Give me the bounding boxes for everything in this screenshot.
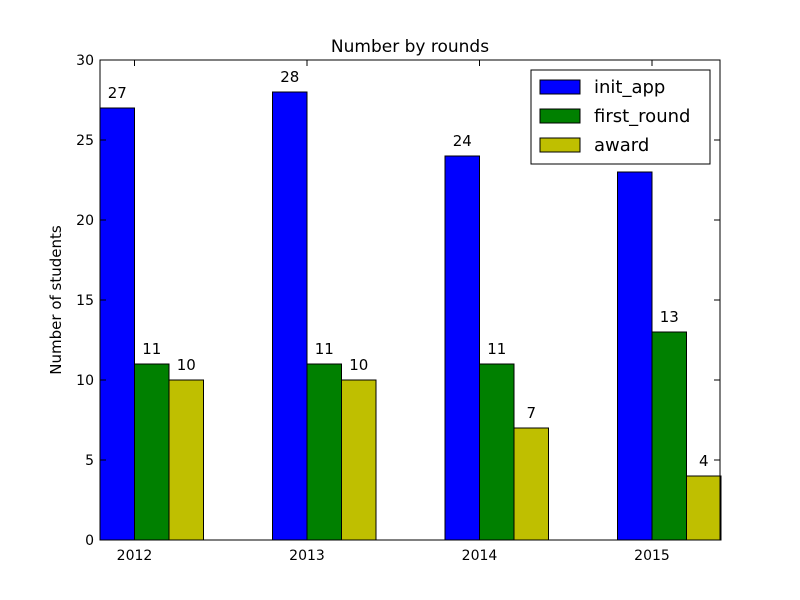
y-tick-label: 5 <box>85 453 94 469</box>
legend-label-first_round: first_round <box>594 106 690 127</box>
y-tick-label: 20 <box>76 213 94 229</box>
bar-init_app-2014 <box>444 155 480 541</box>
chart-title: Number by rounds <box>331 37 489 57</box>
x-tick-label-2014: 2014 <box>462 548 498 564</box>
legend-swatch-init_app <box>539 79 581 95</box>
bar-award-2012 <box>168 379 204 541</box>
data-label-first_round-2014: 11 <box>487 340 506 358</box>
y-tick-label: 25 <box>76 133 94 149</box>
data-label-init_app-2014: 24 <box>453 132 472 150</box>
bar-first_round-2014 <box>479 363 515 541</box>
x-tick-label-2012: 2012 <box>117 548 153 564</box>
bar-init_app-2012 <box>99 107 135 541</box>
bar-award-2015 <box>686 475 722 541</box>
data-label-first_round-2012: 11 <box>142 340 161 358</box>
x-tick-label-2015: 2015 <box>634 548 670 564</box>
legend-swatch-first_round <box>539 108 581 124</box>
legend-swatch-award <box>539 137 581 153</box>
bar-first_round-2012 <box>134 363 170 541</box>
y-tick-label: 15 <box>76 293 94 309</box>
legend-label-init_app: init_app <box>594 77 665 98</box>
y-tick-label: 30 <box>76 53 94 69</box>
bar-first_round-2013 <box>306 363 342 541</box>
y-tick-label: 0 <box>85 533 94 549</box>
data-labels-group: 27 28 24 11 11 11 13 10 10 7 4 <box>108 68 709 470</box>
bar-init_app-2013 <box>272 91 308 541</box>
legend-label-award: award <box>594 135 649 156</box>
y-axis-ticks: 0 5 10 15 20 25 30 <box>76 53 720 549</box>
bars-group <box>99 91 722 541</box>
x-tick-label-2013: 2013 <box>289 548 325 564</box>
x-axis-ticks: 2012 2013 2014 2015 <box>117 60 670 564</box>
y-axis-label: Number of students <box>47 225 65 375</box>
bar-first_round-2015 <box>651 331 687 541</box>
bar-award-2014 <box>513 427 549 541</box>
data-label-award-2014: 7 <box>526 404 536 422</box>
data-label-first_round-2015: 13 <box>660 308 679 326</box>
data-label-award-2015: 4 <box>699 452 709 470</box>
data-label-init_app-2012: 27 <box>108 84 127 102</box>
bar-award-2013 <box>341 379 377 541</box>
bar-init_app-2015 <box>617 171 653 541</box>
data-label-init_app-2013: 28 <box>280 68 299 86</box>
data-label-award-2013: 10 <box>349 356 368 374</box>
data-label-first_round-2013: 11 <box>315 340 334 358</box>
data-label-award-2012: 10 <box>177 356 196 374</box>
y-tick-label: 10 <box>76 373 94 389</box>
